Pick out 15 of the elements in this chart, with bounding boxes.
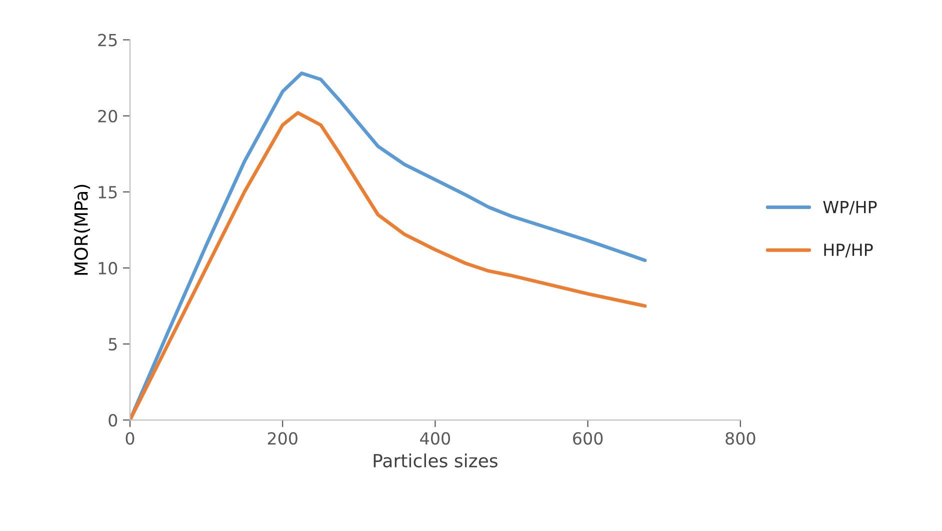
y-axis-title: MOR(MPa) xyxy=(74,184,90,275)
y-tick-label: 5 xyxy=(108,338,117,351)
y-tick-label: 15 xyxy=(98,186,117,198)
legend-label: HP/HP xyxy=(824,244,873,258)
x-tick-label: 200 xyxy=(268,432,298,445)
x-axis-title: Particles sizes xyxy=(374,454,498,468)
x-tick-label: 0 xyxy=(126,432,134,445)
x-tick-label: 800 xyxy=(726,432,756,445)
y-tick-label: 0 xyxy=(108,414,118,427)
x-tick-label: 600 xyxy=(573,432,603,445)
x-tick-label: 400 xyxy=(420,432,450,445)
y-tick-label: 25 xyxy=(98,34,117,46)
y-tick-label: 10 xyxy=(98,262,118,275)
legend-label: WP/HP xyxy=(823,200,877,215)
y-tick-label: 20 xyxy=(98,110,118,122)
